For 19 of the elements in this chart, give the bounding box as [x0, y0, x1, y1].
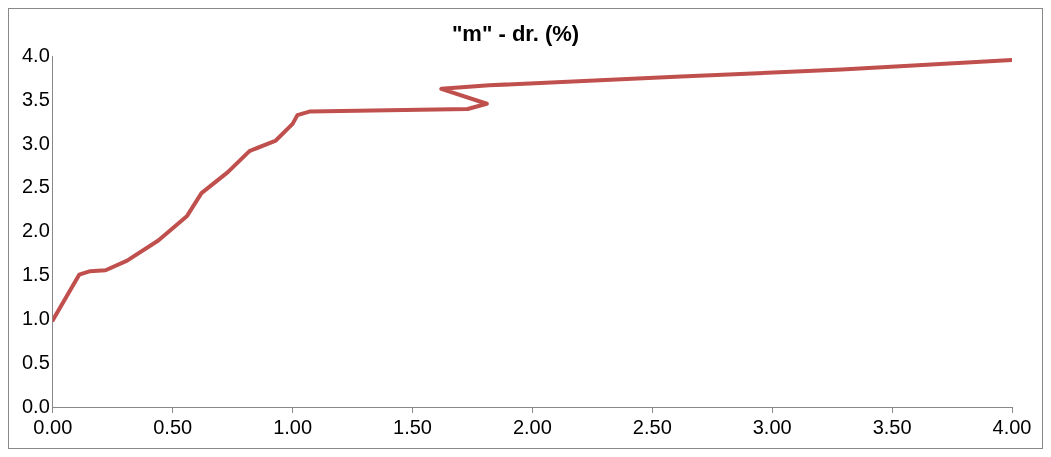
y-tick-label: 3.0 [21, 131, 50, 154]
y-tick-label: 2.5 [21, 175, 50, 198]
y-tick-label: 2.0 [21, 219, 50, 242]
x-tick-label: 3.50 [872, 415, 912, 438]
x-tick-label: 0.00 [33, 415, 73, 438]
y-tick-label: 0.0 [21, 394, 50, 417]
x-tick-label: 4.00 [992, 415, 1032, 438]
y-tick-label: 4.0 [21, 43, 50, 66]
chart-title: "m" - dr. (%) [451, 21, 580, 47]
x-tick-label: 0.50 [153, 415, 193, 438]
x-tick-label: 1.50 [393, 415, 432, 438]
y-tick-label: 0.5 [21, 350, 50, 373]
y-tick-label: 1.5 [21, 263, 50, 286]
x-tick-label: 3.00 [752, 415, 792, 438]
x-tick-label: 1.00 [273, 415, 313, 438]
y-tick-label: 1.0 [21, 306, 50, 329]
y-tick-label: 3.5 [21, 87, 50, 110]
x-tick-label: 2.50 [632, 415, 672, 438]
x-tick-label: 2.00 [512, 415, 552, 438]
